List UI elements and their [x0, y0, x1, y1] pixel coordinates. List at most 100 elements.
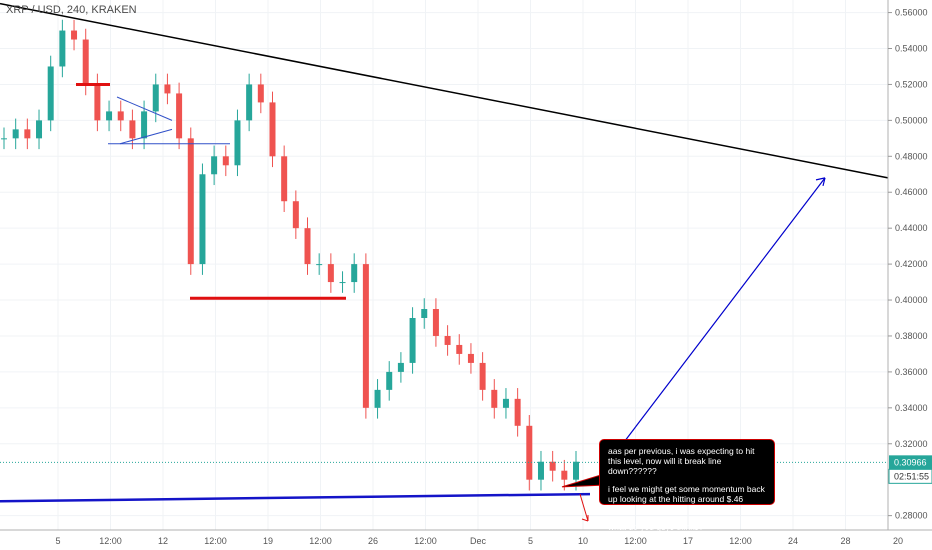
time-axis: 5 12:00 12 12:00 19 12:00 26 12:00 Dec 5 10 12:00 17…	[0, 529, 932, 546]
candle-body	[1, 138, 7, 140]
support-line	[0, 492, 591, 503]
candle-body	[129, 120, 136, 139]
drawing-overlays	[0, 2, 889, 522]
price-tick-label: 0.48000	[895, 151, 928, 161]
price-tick-label: 0.46000	[895, 187, 928, 197]
candle-body	[304, 228, 311, 265]
candle-body	[351, 264, 358, 283]
candle-body	[467, 353, 474, 363]
candle-body	[281, 156, 288, 202]
candle-body	[397, 362, 404, 372]
candle-body	[82, 39, 89, 85]
time-tick-label: 5	[528, 536, 533, 546]
time-tick-label: 12:00	[729, 536, 752, 546]
candle-body	[537, 461, 544, 480]
candle-body	[152, 84, 159, 112]
candle-body	[36, 120, 43, 139]
candle-body	[71, 30, 78, 40]
candle-body	[257, 84, 264, 103]
pennant-upper-line	[116, 96, 173, 121]
candle-body	[432, 309, 439, 336]
candles	[1, 19, 579, 491]
arrow-head-down	[581, 515, 589, 522]
price-tick-label: 0.50000	[895, 115, 928, 125]
price-tick-label: 0.36000	[895, 367, 928, 377]
candle-body	[246, 84, 253, 121]
time-tick-label: 24	[788, 536, 798, 546]
candle-body	[106, 111, 113, 121]
candle-body	[386, 371, 393, 390]
price-tick-label: 0.40000	[895, 295, 928, 305]
candle-body	[502, 398, 509, 408]
candle-body	[94, 84, 101, 121]
price-tags: 0.30966 02:51:55	[888, 455, 932, 484]
candle-body	[339, 282, 346, 284]
price-tick-label: 0.34000	[895, 403, 928, 413]
time-tick-label: 12:00	[99, 536, 122, 546]
candle-body	[444, 335, 451, 345]
candle-body	[421, 309, 428, 318]
time-tick-label: Dec	[470, 536, 487, 546]
candle-body	[491, 389, 498, 408]
current-price-tag	[889, 455, 932, 470]
price-tick-label: 0.38000	[895, 331, 928, 341]
time-tick-label: 5	[55, 536, 60, 546]
candle-body	[362, 264, 369, 408]
price-axis: 0.56000 0.54000 0.52000 0.50000 0.48000 0.460…	[887, 0, 928, 530]
candle-body	[561, 470, 568, 480]
candle-body	[117, 111, 124, 121]
price-tick-label: 0.28000	[895, 511, 928, 521]
candle-body	[409, 318, 416, 363]
arrow-head-up	[815, 177, 826, 187]
time-tick-label: 10	[578, 536, 588, 546]
time-tick-label: 12:00	[414, 536, 437, 546]
candle-body	[549, 461, 556, 471]
candle-body	[211, 156, 218, 175]
candle-body	[269, 102, 276, 157]
candle-body	[479, 362, 486, 390]
candle-body	[176, 93, 183, 139]
countdown-label: 02:51:55	[894, 471, 929, 481]
price-tick-label: 0.42000	[895, 259, 928, 269]
countdown-tag	[888, 468, 932, 484]
time-tick-label: 12:00	[624, 536, 647, 546]
candle-body	[573, 461, 579, 480]
chart-grid	[0, 0, 888, 530]
time-tick-label: 12:00	[204, 536, 227, 546]
candle-body	[59, 30, 66, 67]
time-tick-label: 12	[158, 536, 168, 546]
projection-arrow-up	[619, 177, 826, 448]
candle-body	[199, 174, 206, 265]
candle-body	[234, 120, 241, 166]
time-tick-label: 12:00	[309, 536, 332, 546]
price-tick-label: 0.52000	[895, 79, 928, 89]
callout-text-1: aas per previous, i was expecting to hit…	[608, 446, 755, 476]
price-tick-label: 0.44000	[895, 223, 928, 233]
price-tick-label: 0.54000	[895, 44, 928, 54]
price-tick-label: 0.32000	[895, 439, 928, 449]
current-price-label: 0.30966	[894, 457, 927, 467]
candle-body	[24, 129, 31, 139]
pennant-lower-line	[119, 128, 173, 145]
candle-body	[187, 138, 194, 265]
candle-body	[514, 398, 521, 426]
time-tick-label: 26	[368, 536, 378, 546]
candle-body	[141, 111, 148, 139]
candle-body	[526, 425, 533, 480]
candle-body	[456, 344, 463, 354]
projection-arrow-down	[579, 493, 589, 522]
annotation-callout[interactable]: aas per previous, i was expecting to hit…	[599, 439, 775, 532]
callout-text-2: i feel we might get some momentum back u…	[608, 484, 765, 514]
descending-trendline	[0, 2, 889, 179]
callout-text-3: what do you guys thinks?	[608, 522, 704, 532]
candle-body	[164, 84, 171, 94]
candle-body	[316, 264, 323, 266]
time-tick-label: 28	[840, 536, 850, 546]
time-tick-label: 19	[263, 536, 273, 546]
candle-body	[327, 264, 334, 283]
candle-body	[374, 389, 381, 408]
candle-body	[222, 156, 229, 166]
candle-body	[47, 66, 54, 121]
